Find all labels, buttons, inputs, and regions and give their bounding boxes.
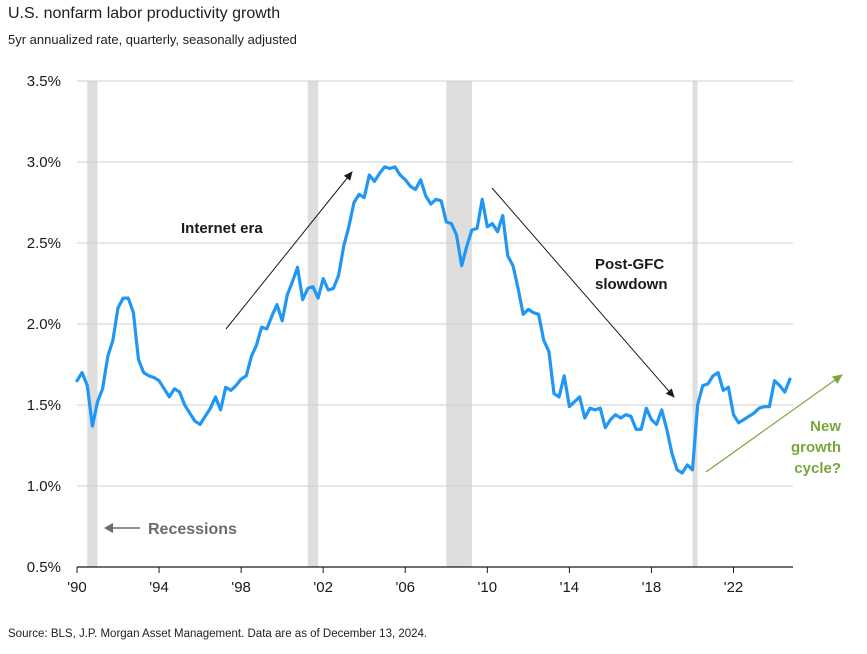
new-cycle-label-line1: New <box>810 418 841 435</box>
recessions-label: Recessions <box>148 521 237 538</box>
x-tick-label: '02 <box>313 579 333 596</box>
y-tick-label: 2.5% <box>27 235 61 252</box>
x-axis-ticks: '90 '94 '98 '02 '06 '10 '14 '18 '22 <box>67 567 743 596</box>
x-tick-label: '90 <box>67 579 87 596</box>
gridlines <box>77 80 793 568</box>
x-tick-label: '98 <box>231 579 251 596</box>
y-tick-label: 1.0% <box>27 478 61 495</box>
chart-subtitle: 5yr annualized rate, quarterly, seasonal… <box>8 32 297 47</box>
annotations: Internet era Post-GFC slowdown New growt… <box>104 171 843 538</box>
new-cycle-arrow <box>705 374 843 473</box>
post-gfc-label-line1: Post-GFC <box>595 256 664 273</box>
x-tick-label: '94 <box>149 579 169 596</box>
y-tick-label: 3.0% <box>27 154 61 171</box>
x-tick-label: '10 <box>478 579 498 596</box>
x-tick-label: '22 <box>724 579 744 596</box>
y-tick-label: 3.5% <box>27 73 61 90</box>
internet-era-label: Internet era <box>181 220 263 237</box>
internet-era-arrow <box>225 171 353 330</box>
y-tick-label: 1.5% <box>27 397 61 414</box>
series-line-0 <box>75 165 792 475</box>
post-gfc-arrow <box>491 187 675 398</box>
y-tick-label: 0.5% <box>27 559 61 576</box>
x-tick-label: '18 <box>642 579 662 596</box>
new-cycle-label-line3: cycle? <box>794 460 841 477</box>
series-layer <box>75 165 792 475</box>
post-gfc-label-line2: slowdown <box>595 276 668 293</box>
y-tick-label: 2.0% <box>27 316 61 333</box>
y-axis-ticks: 0.5% 1.0% 1.5% 2.0% 2.5% 3.0% 3.5% <box>27 73 61 576</box>
source-note: Source: BLS, J.P. Morgan Asset Managemen… <box>8 628 428 640</box>
new-cycle-label-line2: growth <box>791 439 841 456</box>
x-tick-label: '06 <box>395 579 415 596</box>
chart-title: U.S. nonfarm labor productivity growth <box>8 5 281 22</box>
x-tick-label: '14 <box>560 579 580 596</box>
recessions-arrow-head <box>104 523 113 533</box>
